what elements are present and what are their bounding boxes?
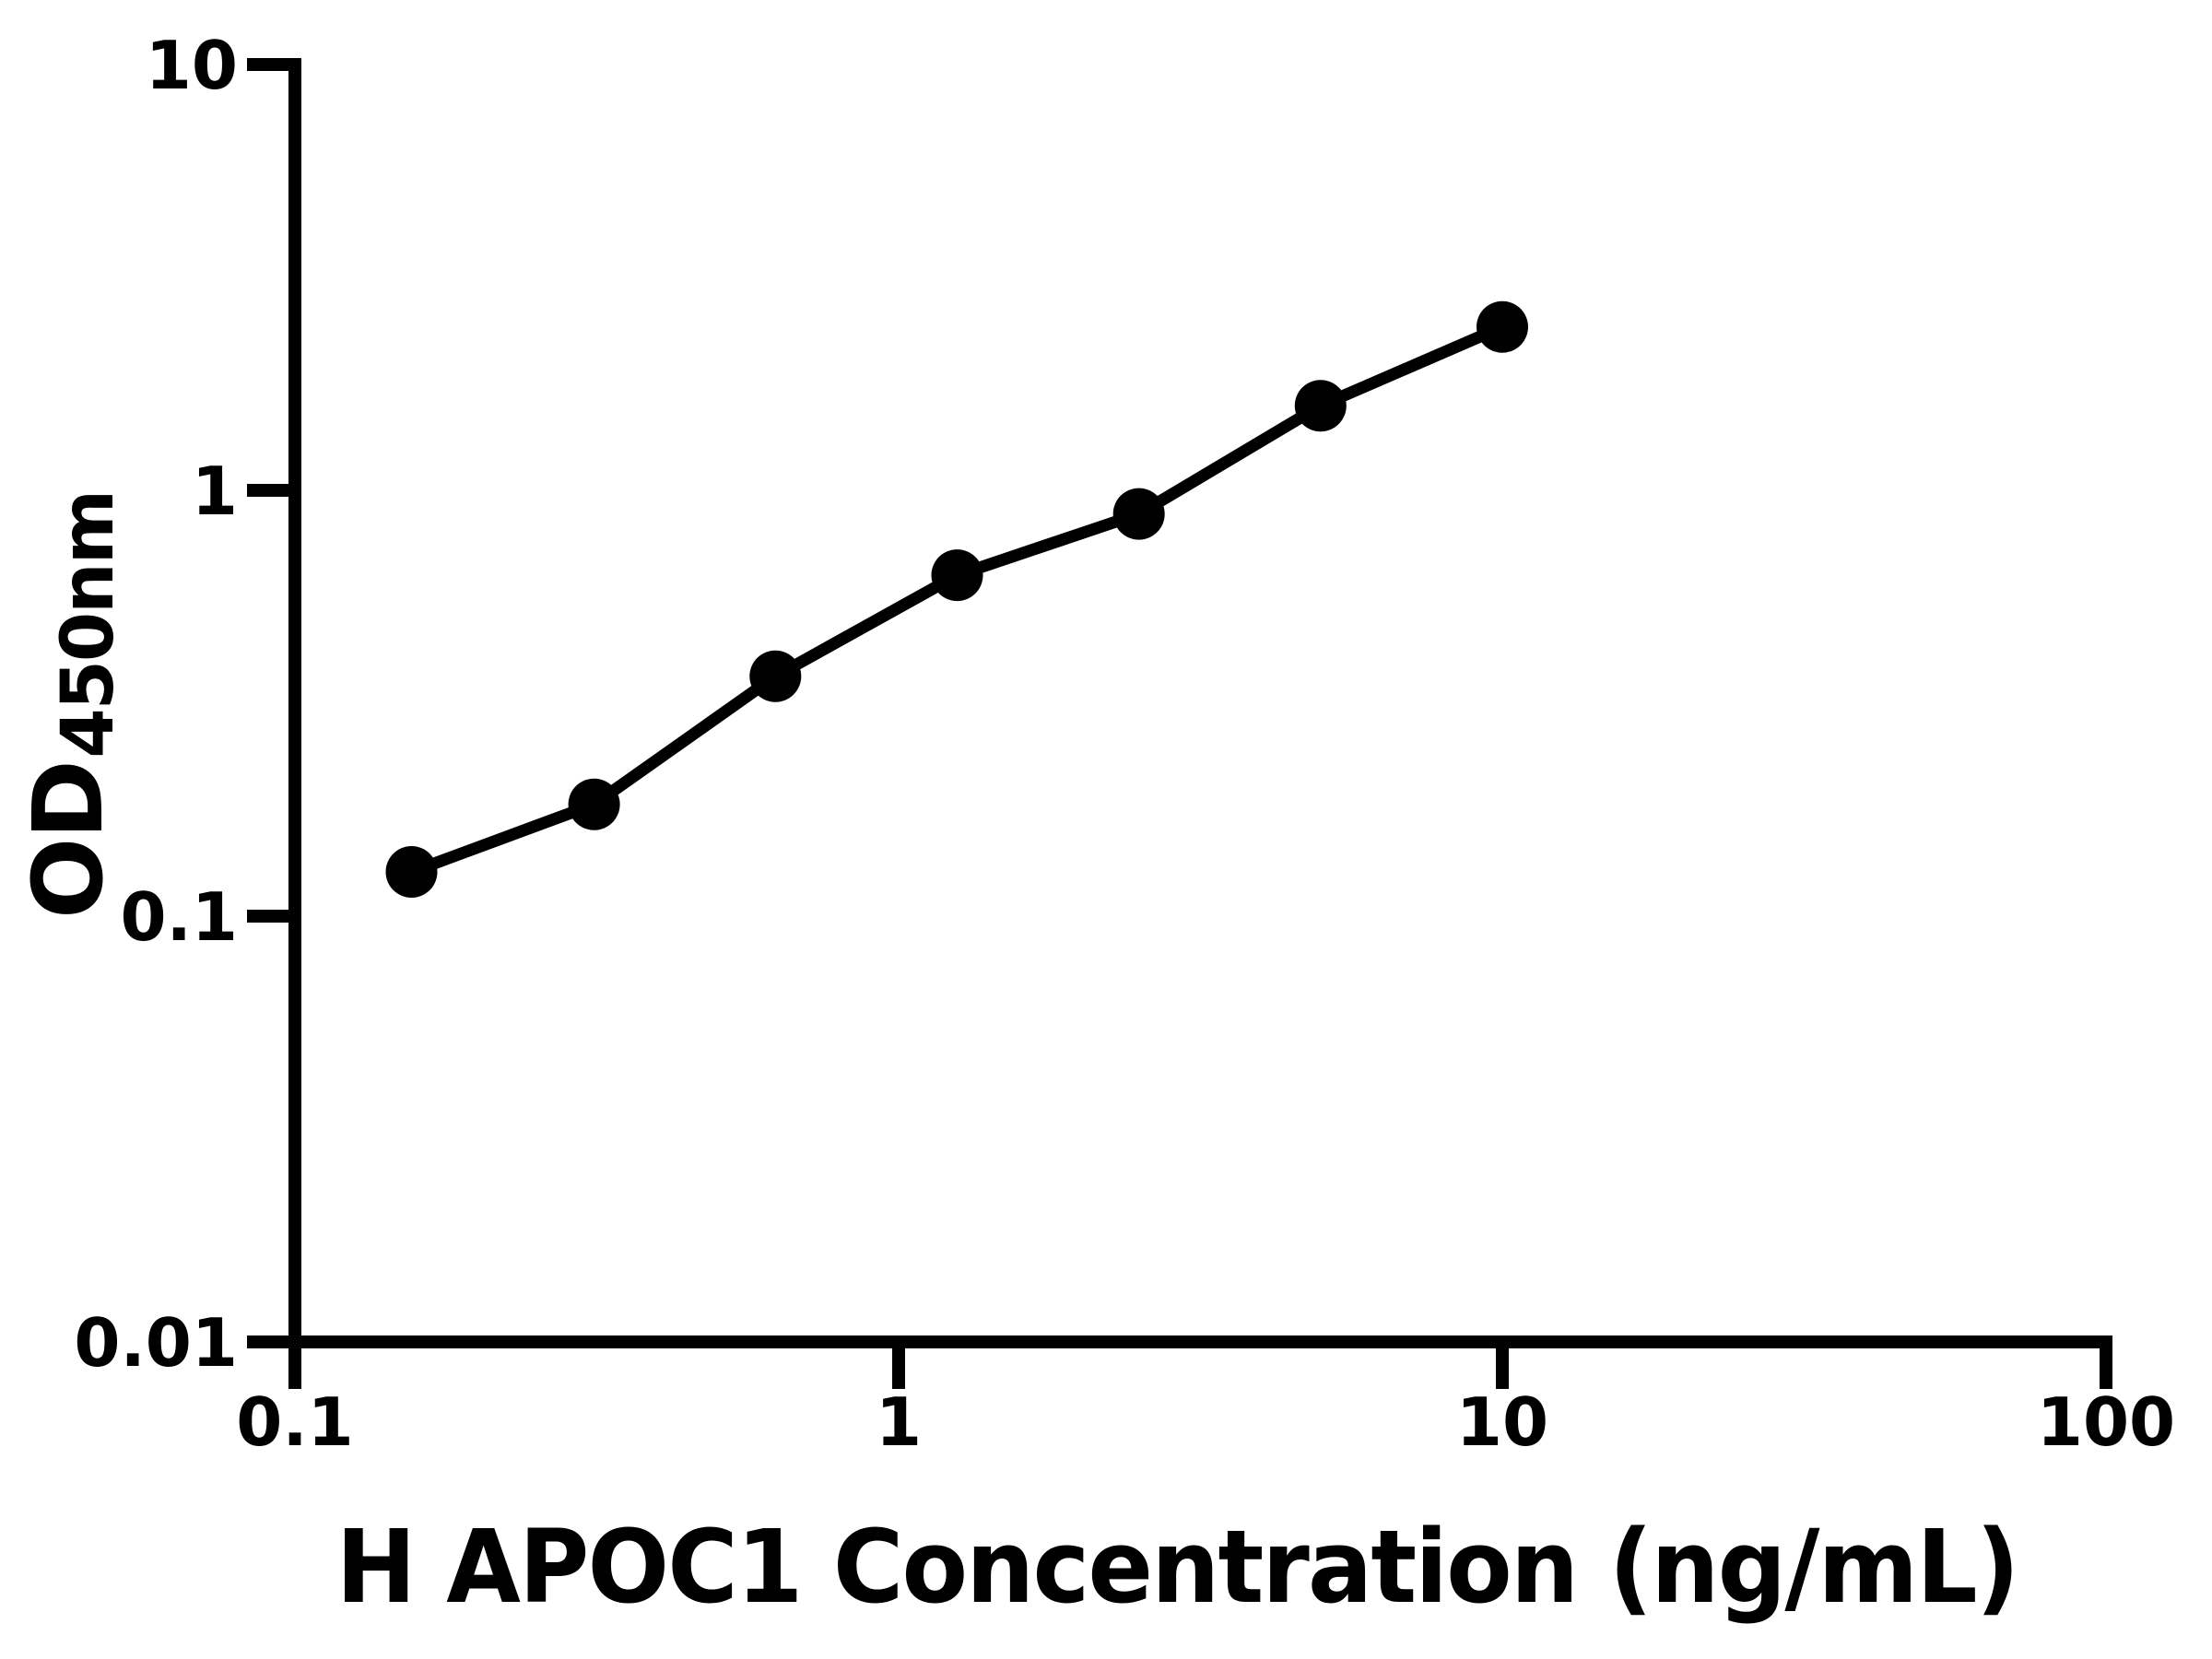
y-axis-title-main: OD bbox=[12, 761, 124, 919]
data-point-marker bbox=[385, 846, 438, 898]
y-axis-title-sub: 450nm bbox=[47, 491, 130, 759]
x-tick-label: 10 bbox=[1456, 1383, 1548, 1461]
x-tick-label: 0.1 bbox=[236, 1383, 354, 1461]
data-point-marker bbox=[931, 549, 983, 602]
y-tick-label: 0.01 bbox=[74, 1304, 238, 1382]
data-point-marker bbox=[568, 778, 620, 830]
y-tick-label: 10 bbox=[146, 27, 238, 104]
y-axis-title: OD 450nm bbox=[12, 491, 130, 919]
y-tick-label: 0.1 bbox=[120, 878, 238, 956]
x-axis-title: H APOC1 Concentration (ng/mL) bbox=[336, 1508, 2018, 1626]
x-tick-label: 100 bbox=[2037, 1383, 2175, 1461]
data-series bbox=[385, 300, 1528, 898]
data-point-marker bbox=[749, 650, 802, 702]
data-point-marker bbox=[1112, 488, 1165, 540]
data-point-marker bbox=[1294, 380, 1347, 432]
y-tick-label: 1 bbox=[192, 453, 238, 530]
x-tick-label: 1 bbox=[876, 1383, 922, 1461]
data-point-marker bbox=[1477, 300, 1528, 353]
